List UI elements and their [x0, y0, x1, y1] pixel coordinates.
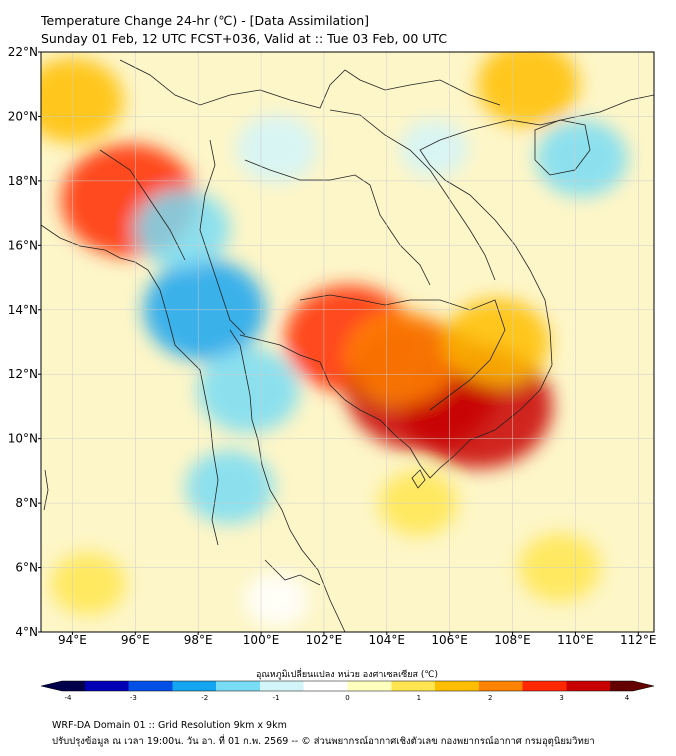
- coastline-myanmar-west: [41, 224, 219, 546]
- colorbar-tick-label: -2: [201, 694, 208, 702]
- field-anomaly-15: [134, 189, 230, 269]
- lat-tick-label: 10°N: [8, 432, 38, 446]
- border-laos-vietnam: [329, 109, 496, 281]
- lat-tick-label: 6°N: [15, 561, 38, 575]
- field-anomaly-14: [235, 114, 318, 183]
- border-malaysia: [264, 559, 321, 586]
- lat-tick-label: 20°N: [8, 109, 38, 123]
- colorbar-tick-label: 0: [345, 694, 349, 702]
- field-anomaly-18: [244, 572, 310, 627]
- colorbar-tick-label: 4: [625, 694, 630, 702]
- chart-subtitle: Sunday 01 Feb, 12 UTC FCST+036, Valid at…: [41, 31, 448, 46]
- lon-tick-label: 110°E: [557, 633, 594, 647]
- lon-tick-label: 100°E: [243, 633, 280, 647]
- temperature-field: [41, 52, 654, 632]
- colorbar-tick-label: 3: [559, 694, 563, 702]
- coastline-vietnam: [419, 94, 654, 441]
- colorbar-label: อุณหภูมิเปลี่ยนแปลง หน่วย องศาเซลเซียส (…: [256, 667, 438, 680]
- field-anomaly-1: [41, 57, 124, 143]
- colorbar-tick-label: -3: [130, 694, 137, 702]
- coastline-gulf-east: [239, 334, 471, 479]
- colorbar: [40, 680, 655, 692]
- colorbar-tick-label: 2: [488, 694, 492, 702]
- colorbar-tick-label: -4: [65, 694, 73, 702]
- lat-tick-label: 4°N: [15, 625, 38, 639]
- lat-tick-label: 18°N: [8, 174, 38, 188]
- border-myanmar-interior: [99, 149, 186, 261]
- field-anomaly-10: [50, 552, 126, 615]
- lat-tick-label: 12°N: [8, 367, 38, 381]
- lat-tick-label: 8°N: [15, 496, 38, 510]
- field-anomaly-5: [346, 311, 459, 405]
- field-anomaly-7: [477, 52, 580, 127]
- lon-tick-label: 98°E: [184, 633, 213, 647]
- chart-title: Temperature Change 24-hr (℃) - [Data Ass…: [41, 13, 370, 28]
- lon-tick-label: 96°E: [121, 633, 150, 647]
- lon-tick-label: 112°E: [620, 633, 657, 647]
- border-thai-myanmar: [199, 139, 246, 336]
- lon-tick-label: 102°E: [306, 633, 343, 647]
- map-frame: [40, 51, 655, 633]
- field-anomaly-12: [197, 347, 300, 433]
- field-anomaly-6: [444, 298, 550, 386]
- coastline-hainan: [534, 119, 591, 176]
- border-thai-laos: [244, 159, 431, 286]
- lat-tick-label: 16°N: [8, 238, 38, 252]
- field-anomaly-16: [535, 120, 628, 197]
- border-north: [119, 59, 501, 109]
- field-anomaly-13: [185, 450, 274, 524]
- colorbar-tick-label: -1: [273, 694, 280, 702]
- map-figure: 22°N 20°N 18°N 16°N 14°N 12°N 10°N 8°N 6°N 4°N 94…: [8, 45, 657, 702]
- island-phuquoc: [411, 469, 426, 489]
- lon-tick-label: 94°E: [58, 633, 87, 647]
- lon-tick-label: 104°E: [369, 633, 406, 647]
- footer-update-info: ปรับปรุงข้อมูล ณ เวลา 19:00น. วัน อา. ที…: [52, 736, 595, 747]
- colorbar-tick-label: 1: [417, 694, 421, 702]
- lon-tick-label: 106°E: [431, 633, 468, 647]
- coastlines-borders: [41, 59, 654, 632]
- lat-tick-label: 14°N: [8, 303, 38, 317]
- lat-tick-label: 22°N: [8, 45, 38, 59]
- footer-model-info: WRF-DA Domain 01 :: Grid Resolution 9km …: [52, 720, 287, 731]
- lon-tick-label: 108°E: [494, 633, 531, 647]
- field-anomaly-17: [399, 120, 469, 178]
